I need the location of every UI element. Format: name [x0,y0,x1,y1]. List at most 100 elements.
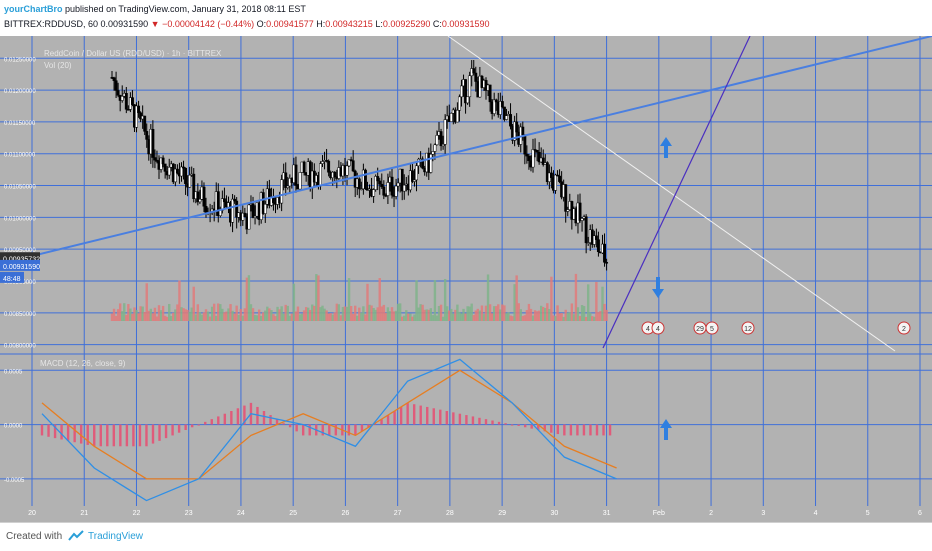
volume-bar [284,304,287,321]
volume-bar [531,315,535,321]
event-badge [897,321,911,335]
candle-body [155,159,159,162]
candle-body [124,93,128,110]
volume-bar [501,304,504,321]
macd-histogram-bar [106,424,109,447]
high-value: 0.00943215 [325,19,373,29]
candle-body [321,161,324,164]
volume-bar [419,304,422,321]
candle-body [541,157,545,165]
volume-bar [448,310,451,321]
macd-histogram-bar [204,421,207,425]
candle-body [474,72,478,82]
macd-histogram-bar [347,424,351,436]
volume-bar [257,309,261,321]
volume-bar [509,315,512,321]
candle-body [184,167,188,185]
macd-histogram-bar [569,424,573,436]
macd-histogram-bar [164,424,168,439]
author-link[interactable]: yourChartBro [4,4,63,14]
volume-bar [170,315,173,321]
candle-body [488,84,492,103]
volume-bar [212,303,216,321]
macd-histogram-bar [563,424,566,436]
candle-body [558,175,562,182]
candle-body [325,160,329,162]
macd-histogram-bar [530,424,533,429]
macd-histogram-bar [419,405,422,425]
price-tick-label: 0.01150000 [4,121,36,127]
macd-histogram-bar [360,424,364,432]
candle-body [386,182,390,196]
volume-bar [133,307,136,321]
down-triangle-icon: ▼ [150,19,160,29]
candle-body [429,153,433,173]
volume-bar [386,307,390,321]
volume-bar [251,308,255,321]
macd-histogram-bar [491,420,494,425]
time-tick-label: 24 [237,510,245,517]
candle-body [161,157,165,165]
volume-bar [286,305,289,321]
up-arrow-icon-macd [660,419,672,440]
volume-bar [392,311,396,321]
volume-bar [601,286,604,321]
tradingview-brand-link[interactable]: TradingView [88,531,144,542]
candle-body [378,180,382,185]
candle-body [410,170,414,182]
candle-body [272,197,275,203]
price-tick-label: 0.01050000 [4,185,36,191]
time-tick-label: 25 [289,510,297,517]
volume-bar [341,307,345,321]
macd-histogram-bar [321,424,324,436]
volume-bar [161,305,165,321]
volume-bar [141,306,144,321]
volume-bar [307,307,310,321]
candle-body [284,172,288,188]
candle-body [515,121,519,133]
macd-histogram-bar [243,405,246,425]
candle-body [349,159,353,161]
candle-body [566,209,570,212]
candle-body [231,198,235,223]
volume-bar [445,306,449,321]
volume-bar [311,304,314,321]
candle-body [298,172,302,190]
tradingview-logo-icon [68,530,84,541]
volume-bar [421,304,424,321]
volume-bar [274,316,277,321]
trend-lines [0,36,932,352]
volume-bars [110,273,608,321]
candle-body [163,163,167,172]
macd-histogram-bar [608,424,612,436]
volume-bar [398,303,402,321]
macd-histogram-bar [40,424,44,436]
volume-bar [443,278,447,321]
macd-histogram-bar [230,411,233,425]
event-badge [741,321,755,335]
up-arrow-icon-macd-shape [660,419,672,440]
volume-bar [439,304,443,321]
volume-bar [288,315,292,321]
macd-histogram-bar [484,419,488,425]
last-price: 0.00931590 [100,19,149,29]
price-tick-label: 0.01100000 [4,153,36,159]
volume-bar [180,307,183,321]
macd-histogram-bar [66,424,70,441]
volume-bar [605,309,608,321]
volume-bar [546,303,549,321]
down-arrow-icon-shape [652,277,664,298]
volume-bar [247,275,251,321]
volume-bar [188,311,191,321]
candle-body [222,198,226,203]
chart-canvas[interactable]: 0.01250000 0.01200000 0.01150000 0.01100000… [0,36,932,522]
volume-bar [315,274,318,321]
volume-bar [351,314,355,321]
signal-line [41,369,617,480]
volume-bar [589,312,592,321]
candle-body [455,110,459,123]
candle-body [525,153,529,157]
candle-body [302,161,306,173]
volume-bar [225,311,228,321]
